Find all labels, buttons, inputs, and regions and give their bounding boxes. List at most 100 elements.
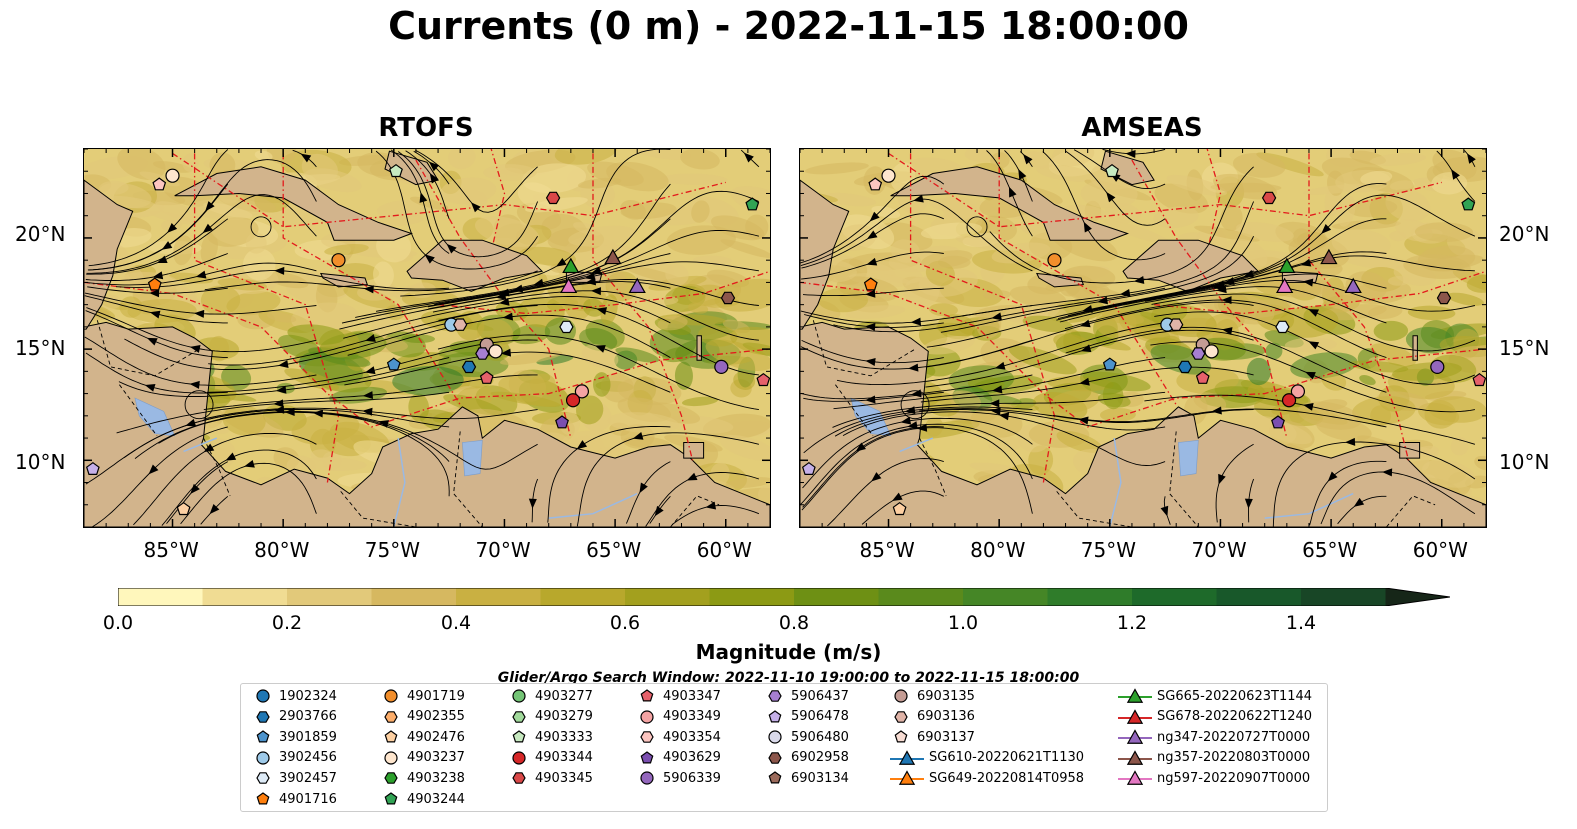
legend-label: SG665-20220623T1144 [1157, 688, 1313, 704]
colorbar-segment [287, 588, 372, 606]
lon-tick-label: 70°W [475, 538, 531, 562]
legend-marker [768, 709, 782, 723]
float-marker [1436, 291, 1452, 305]
colorbar-segment [1216, 588, 1302, 606]
legend-marker [384, 730, 398, 743]
land [1412, 335, 1418, 361]
legend-label: 6903134 [791, 770, 849, 786]
legend-marker-icon [384, 772, 398, 785]
legend-label: 4903244 [407, 791, 465, 807]
legend-marker [898, 770, 916, 786]
legend-marker [256, 689, 270, 703]
colorbar-segment [456, 588, 541, 606]
float-marker [1290, 384, 1306, 399]
colorbar-tick: 0.2 [271, 612, 303, 634]
float-marker [453, 318, 468, 331]
float-marker [461, 360, 477, 374]
float-marker [555, 415, 569, 429]
legend-marker [256, 710, 270, 723]
lon-tick-label: 80°W [970, 538, 1026, 562]
legend-label: 4903237 [407, 750, 465, 766]
legend-item: 6903136 [889, 707, 975, 727]
legend-marker [640, 689, 654, 702]
land [696, 335, 702, 361]
legend-item: 4903244 [379, 789, 465, 809]
legend-item: 5906339 [635, 768, 721, 788]
colorbar-segment [963, 588, 1048, 606]
float-marker [560, 277, 578, 294]
legend-marker [256, 751, 270, 765]
legend-marker-icon [256, 689, 270, 703]
float-marker [152, 177, 167, 191]
lon-tick-label: 60°W [696, 538, 752, 562]
legend-label: SG678-20220622T1240 [1157, 709, 1313, 725]
lon-tick-label: 65°W [1302, 538, 1358, 562]
legend-label: 5906480 [791, 729, 849, 745]
legend-marker [1126, 708, 1144, 724]
legend-marker-icon [1118, 770, 1152, 786]
legend-label: 5906437 [791, 688, 849, 704]
legend-marker-icon [256, 751, 270, 765]
amseas-map[interactable] [799, 148, 1487, 528]
legend-label: 5906339 [663, 770, 721, 786]
legend-marker [512, 710, 526, 723]
observation-markers [801, 163, 1486, 516]
legend-marker-icon [384, 751, 398, 765]
legend-item: 4903333 [507, 727, 593, 747]
legend-item: 6903137 [889, 727, 975, 747]
legend-item: 3902457 [251, 768, 337, 788]
legend-marker [640, 751, 654, 764]
legend-marker-icon [384, 689, 398, 703]
colorbar-segment [625, 588, 710, 606]
legend-item: 4903349 [635, 707, 721, 727]
legend-marker-icon [640, 709, 654, 724]
float-marker [85, 461, 100, 475]
float-marker [1102, 357, 1117, 371]
float-marker [756, 372, 770, 387]
colorbar-segment [202, 588, 288, 606]
legend-marker-icon [384, 730, 398, 743]
legend-label: 4903333 [535, 729, 593, 745]
legend-item: 5906480 [763, 727, 849, 747]
colorbar-extension [1385, 588, 1450, 606]
float-marker [714, 359, 729, 375]
legend-label: 4903238 [407, 770, 465, 786]
float-marker [331, 253, 346, 268]
rtofs-map[interactable] [83, 148, 771, 528]
land [890, 166, 1129, 241]
float-marker [868, 177, 883, 191]
float-marker [1195, 370, 1210, 384]
legend-marker-icon [1118, 688, 1152, 703]
float-marker [176, 501, 191, 516]
legend-marker-icon [512, 730, 526, 743]
legend-item: SG649-20220814T0958 [889, 768, 1084, 788]
colorbar-segment [878, 588, 964, 606]
legend-marker-icon [768, 771, 782, 784]
legend-label: 6903136 [917, 709, 975, 725]
float-marker [892, 501, 907, 516]
legend-label: 3901859 [279, 729, 337, 745]
magnitude-colorbar [118, 588, 1450, 606]
colorbar-tick: 0.6 [609, 612, 641, 634]
legend-item: 3902456 [251, 748, 337, 768]
legend-marker [512, 730, 526, 743]
float-marker [1169, 318, 1184, 331]
float-marker [720, 291, 736, 305]
legend-marker-icon [256, 792, 270, 805]
panel-title-amseas: AMSEAS [1081, 113, 1203, 143]
legend-item: 4903238 [379, 768, 465, 788]
legend-label: SG610-20220621T1130 [929, 750, 1085, 766]
legend-marker-icon [640, 751, 654, 764]
float-marker [881, 168, 896, 183]
legend-item: 4903354 [635, 727, 721, 747]
legend-marker [384, 772, 398, 785]
legend-item: 5906478 [763, 707, 849, 727]
legend-marker-icon [512, 772, 526, 785]
legend-marker-icon [256, 772, 270, 785]
legend-marker-icon [890, 750, 924, 765]
legend-label: 4903354 [663, 729, 721, 745]
legend-marker-icon [640, 689, 654, 702]
float-marker [1271, 415, 1285, 429]
legend-label: 1902324 [279, 688, 337, 704]
legend-marker [640, 731, 654, 743]
